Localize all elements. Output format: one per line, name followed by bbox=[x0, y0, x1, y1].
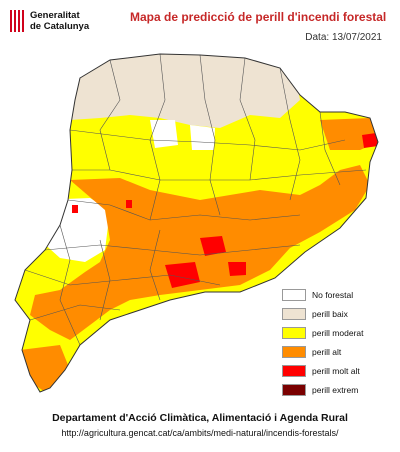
legend-label: perill baix bbox=[312, 308, 348, 319]
legend-item: perill moderat bbox=[282, 326, 364, 339]
zone-veryhigh-b bbox=[200, 236, 226, 256]
legend-swatch bbox=[282, 364, 306, 377]
logo-line-1: Generalitat bbox=[30, 10, 80, 21]
legend-item: perill extrem bbox=[282, 383, 364, 396]
zone-veryhigh-e bbox=[72, 205, 78, 213]
logo-line-2: de Catalunya bbox=[30, 21, 90, 32]
footer-url-link[interactable]: http://agricultura.gencat.cat/ca/ambits/… bbox=[61, 428, 339, 438]
generalitat-emblem-icon bbox=[10, 10, 24, 32]
legend-label: No forestal bbox=[312, 289, 354, 300]
comarca-boundaries bbox=[24, 54, 367, 346]
legend-label: perill alt bbox=[312, 346, 342, 357]
zone-low-pyrenees bbox=[60, 54, 300, 128]
map-date: Data: 13/07/2021 bbox=[305, 32, 382, 43]
zone-high-central-south bbox=[30, 165, 370, 340]
map-legend: No forestal perill baix perill moderat p… bbox=[282, 288, 364, 402]
footer-organization: Departament d'Acció Climàtica, Alimentac… bbox=[52, 412, 348, 424]
legend-item: perill baix bbox=[282, 307, 364, 320]
legend-label: perill moderat bbox=[312, 327, 364, 338]
legend-item: perill molt alt bbox=[282, 364, 364, 377]
zone-veryhigh-d bbox=[362, 133, 378, 148]
legend-item: No forestal bbox=[282, 288, 364, 301]
legend-swatch bbox=[282, 383, 306, 396]
zone-veryhigh-c bbox=[228, 262, 246, 276]
legend-label: perill molt alt bbox=[312, 365, 360, 376]
legend-label: perill extrem bbox=[312, 384, 359, 395]
zone-nonforest-north-b bbox=[190, 125, 215, 150]
legend-item: perill alt bbox=[282, 345, 364, 358]
legend-swatch bbox=[282, 307, 306, 320]
generalitat-logo: Generalitat de Catalunya bbox=[10, 10, 89, 32]
zone-veryhigh-a bbox=[165, 262, 200, 288]
legend-swatch bbox=[282, 326, 306, 339]
zone-veryhigh-f bbox=[126, 200, 132, 208]
legend-swatch bbox=[282, 345, 306, 358]
map-title: Mapa de predicció de perill d'incendi fo… bbox=[130, 10, 387, 24]
legend-swatch bbox=[282, 288, 306, 301]
